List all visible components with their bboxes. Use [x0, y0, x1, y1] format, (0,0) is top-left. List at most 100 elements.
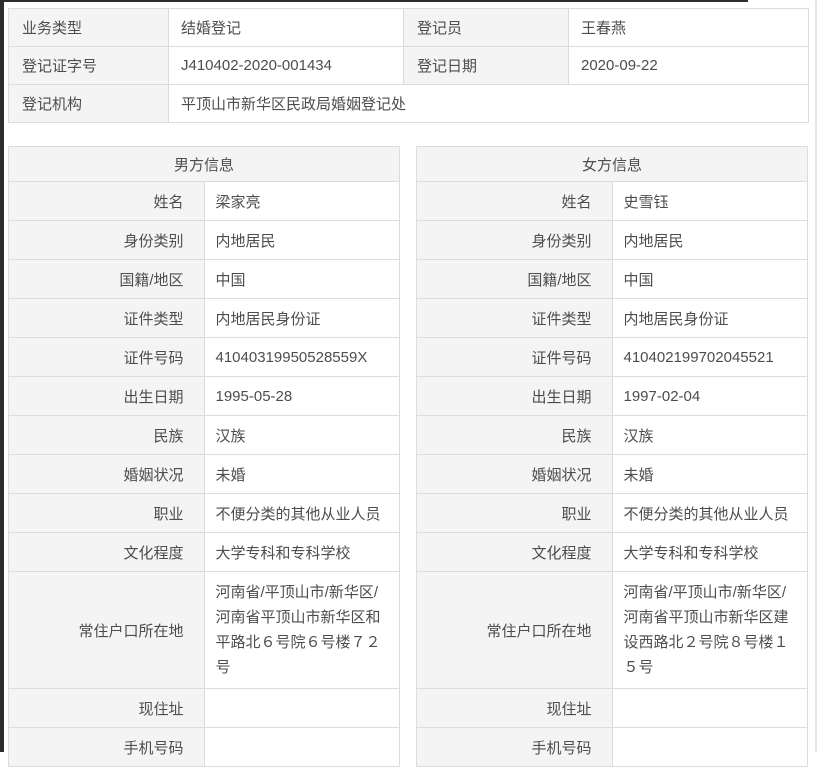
female-id-number-value: 410402199702045521 [611, 337, 808, 377]
table-row: 证件类型 内地居民身份证 [416, 298, 808, 338]
female-info-table: 女方信息 姓名 史雪钰 身份类别 内地居民 国籍/地区 中国 证件类型 内地居民… [416, 146, 808, 767]
table-row: 文化程度 大学专科和专科学校 [8, 532, 400, 572]
female-household-address-value: 河南省/平顶山市/新华区/河南省平顶山市新华区建设西路北２号院８号楼１５号 [611, 571, 808, 689]
female-marital-status-value: 未婚 [611, 454, 808, 494]
male-identity-type-label: 身份类别 [8, 220, 205, 260]
female-mobile-value [611, 727, 808, 767]
male-info-title: 男方信息 [8, 146, 400, 182]
table-row: 登记证字号 J410402-2020-001434 登记日期 2020-09-2… [8, 46, 809, 85]
male-identity-type-value: 内地居民 [203, 220, 400, 260]
registration-summary-table: 业务类型 结婚登记 登记员 王春燕 登记证字号 J410402-2020-001… [8, 8, 809, 123]
female-occupation-value: 不便分类的其他从业人员 [611, 493, 808, 533]
female-identity-type-label: 身份类别 [416, 220, 613, 260]
window-right-edge [815, 0, 817, 752]
table-row: 手机号码 [416, 727, 808, 767]
female-id-number-label: 证件号码 [416, 337, 613, 377]
table-row: 常住户口所在地 河南省/平顶山市/新华区/河南省平顶山市新华区和平路北６号院６号… [8, 571, 400, 689]
male-marital-status-label: 婚姻状况 [8, 454, 205, 494]
male-occupation-value: 不便分类的其他从业人员 [203, 493, 400, 533]
table-row: 姓名 史雪钰 [416, 181, 808, 221]
table-row: 民族 汉族 [416, 415, 808, 455]
male-ethnicity-label: 民族 [8, 415, 205, 455]
female-mobile-label: 手机号码 [416, 727, 613, 767]
table-row: 婚姻状况 未婚 [416, 454, 808, 494]
table-row: 证件号码 41040319950528559X [8, 337, 400, 377]
male-mobile-label: 手机号码 [8, 727, 205, 767]
registrar-label: 登记员 [403, 8, 569, 47]
male-ethnicity-value: 汉族 [203, 415, 400, 455]
certificate-number-value: J410402-2020-001434 [168, 46, 404, 85]
male-info-table: 男方信息 姓名 梁家亮 身份类别 内地居民 国籍/地区 中国 证件类型 内地居民… [8, 146, 400, 767]
male-mobile-value [203, 727, 400, 767]
male-nationality-value: 中国 [203, 259, 400, 299]
table-row: 现住址 [416, 688, 808, 728]
female-current-address-label: 现住址 [416, 688, 613, 728]
male-current-address-label: 现住址 [8, 688, 205, 728]
table-row: 登记机构 平顶山市新华区民政局婚姻登记处 [8, 84, 809, 123]
male-name-label: 姓名 [8, 181, 205, 221]
business-type-value: 结婚登记 [168, 8, 404, 47]
male-current-address-value [203, 688, 400, 728]
male-household-address-label: 常住户口所在地 [8, 571, 205, 689]
male-id-number-value: 41040319950528559X [203, 337, 400, 377]
table-row: 国籍/地区 中国 [8, 259, 400, 299]
table-row: 文化程度 大学专科和专科学校 [416, 532, 808, 572]
table-row: 证件号码 410402199702045521 [416, 337, 808, 377]
table-row: 出生日期 1997-02-04 [416, 376, 808, 416]
table-row: 业务类型 结婚登记 登记员 王春燕 [8, 8, 809, 47]
female-id-type-value: 内地居民身份证 [611, 298, 808, 338]
table-row: 手机号码 [8, 727, 400, 767]
business-type-label: 业务类型 [8, 8, 169, 47]
table-row: 证件类型 内地居民身份证 [8, 298, 400, 338]
female-birth-date-label: 出生日期 [416, 376, 613, 416]
female-education-label: 文化程度 [416, 532, 613, 572]
female-nationality-label: 国籍/地区 [416, 259, 613, 299]
registration-office-value: 平顶山市新华区民政局婚姻登记处 [168, 84, 809, 123]
female-ethnicity-value: 汉族 [611, 415, 808, 455]
window-top-edge [0, 0, 748, 2]
table-header-row: 女方信息 [416, 146, 808, 182]
male-education-value: 大学专科和专科学校 [203, 532, 400, 572]
female-info-title: 女方信息 [416, 146, 808, 182]
table-row: 职业 不便分类的其他从业人员 [416, 493, 808, 533]
female-education-value: 大学专科和专科学校 [611, 532, 808, 572]
female-name-label: 姓名 [416, 181, 613, 221]
table-row: 职业 不便分类的其他从业人员 [8, 493, 400, 533]
male-marital-status-value: 未婚 [203, 454, 400, 494]
table-row: 姓名 梁家亮 [8, 181, 400, 221]
table-row: 现住址 [8, 688, 400, 728]
female-id-type-label: 证件类型 [416, 298, 613, 338]
table-row: 常住户口所在地 河南省/平顶山市/新华区/河南省平顶山市新华区建设西路北２号院８… [416, 571, 808, 689]
female-ethnicity-label: 民族 [416, 415, 613, 455]
male-birth-date-label: 出生日期 [8, 376, 205, 416]
table-header-row: 男方信息 [8, 146, 400, 182]
certificate-number-label: 登记证字号 [8, 46, 169, 85]
male-nationality-label: 国籍/地区 [8, 259, 205, 299]
registration-office-label: 登记机构 [8, 84, 169, 123]
window-left-edge [0, 0, 4, 752]
male-id-number-label: 证件号码 [8, 337, 205, 377]
table-row: 婚姻状况 未婚 [8, 454, 400, 494]
parties-section: 男方信息 姓名 梁家亮 身份类别 内地居民 国籍/地区 中国 证件类型 内地居民… [8, 146, 809, 767]
male-name-value: 梁家亮 [203, 181, 400, 221]
male-id-type-value: 内地居民身份证 [203, 298, 400, 338]
table-row: 出生日期 1995-05-28 [8, 376, 400, 416]
registrar-value: 王春燕 [568, 8, 809, 47]
table-row: 民族 汉族 [8, 415, 400, 455]
marriage-registration-record: 业务类型 结婚登记 登记员 王春燕 登记证字号 J410402-2020-001… [8, 8, 809, 767]
male-id-type-label: 证件类型 [8, 298, 205, 338]
female-identity-type-value: 内地居民 [611, 220, 808, 260]
female-current-address-value [611, 688, 808, 728]
male-occupation-label: 职业 [8, 493, 205, 533]
table-row: 国籍/地区 中国 [416, 259, 808, 299]
female-name-value: 史雪钰 [611, 181, 808, 221]
registration-date-label: 登记日期 [403, 46, 569, 85]
male-birth-date-value: 1995-05-28 [203, 376, 400, 416]
female-household-address-label: 常住户口所在地 [416, 571, 613, 689]
female-marital-status-label: 婚姻状况 [416, 454, 613, 494]
male-household-address-value: 河南省/平顶山市/新华区/河南省平顶山市新华区和平路北６号院６号楼７２号 [203, 571, 400, 689]
female-birth-date-value: 1997-02-04 [611, 376, 808, 416]
female-nationality-value: 中国 [611, 259, 808, 299]
table-row: 身份类别 内地居民 [416, 220, 808, 260]
female-occupation-label: 职业 [416, 493, 613, 533]
